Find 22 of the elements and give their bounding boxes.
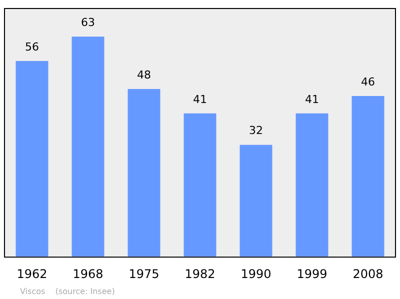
data-label: 48 — [137, 68, 151, 82]
data-label: 32 — [249, 124, 263, 138]
x-tick-label: 1962 — [16, 266, 48, 281]
data-label: 41 — [193, 92, 207, 106]
x-tick-label: 1968 — [72, 266, 104, 281]
data-label: 41 — [305, 92, 319, 106]
x-tick-label: 1975 — [128, 266, 160, 281]
data-label: 63 — [81, 16, 95, 29]
data-label: 46 — [361, 75, 375, 88]
bar — [72, 36, 104, 257]
x-tick-label: 2008 — [352, 266, 384, 281]
bar — [16, 61, 48, 257]
bar — [184, 113, 216, 257]
data-label: 56 — [25, 40, 39, 54]
bar — [296, 113, 328, 257]
text: Viscos (source: Insee) — [20, 287, 115, 296]
x-tick-label: 1982 — [184, 266, 216, 281]
bar — [128, 88, 160, 257]
x-tick-label: 1990 — [240, 266, 272, 281]
x-tick-label: 1999 — [296, 266, 328, 281]
bar — [240, 144, 272, 257]
bar — [352, 96, 384, 257]
